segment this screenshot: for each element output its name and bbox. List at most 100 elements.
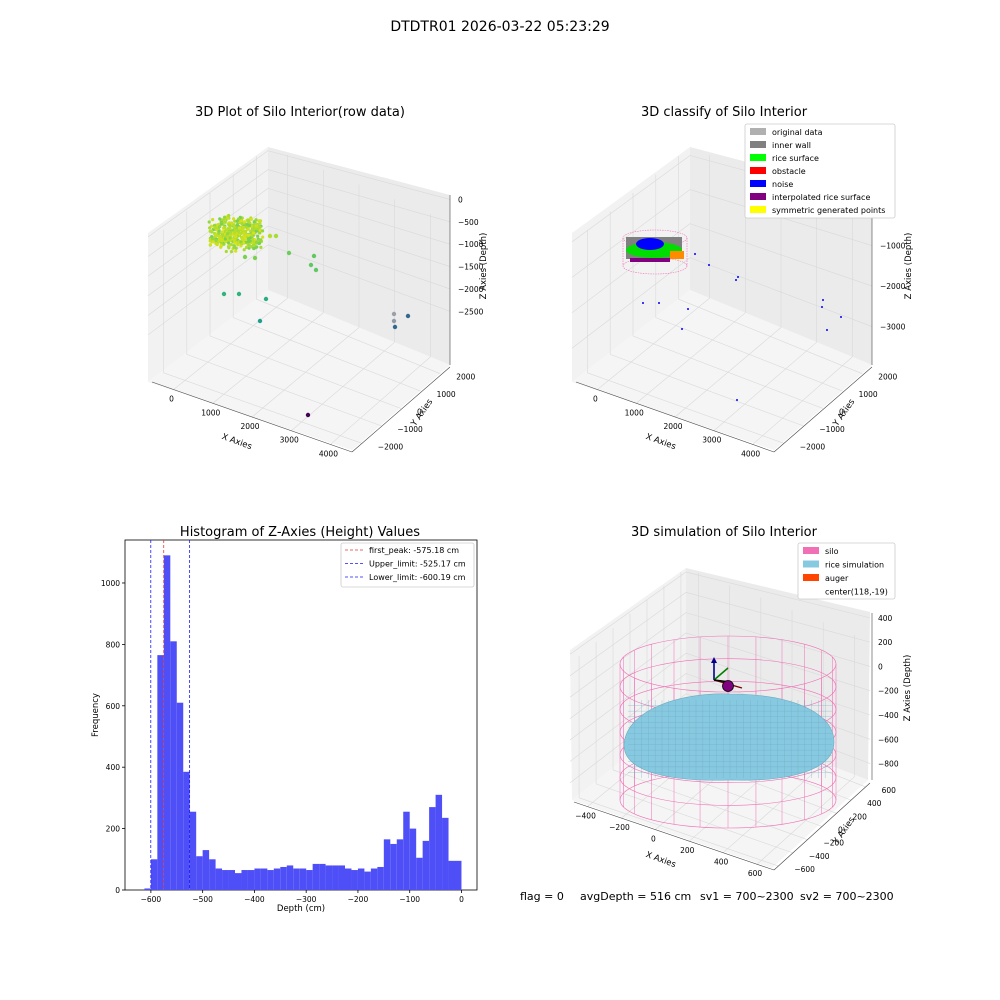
figure-suptitle: DTDTR01 2026-03-22 05:23:29 xyxy=(390,19,609,35)
raw-data-point xyxy=(228,236,232,240)
p2-ztick-label: −3000 xyxy=(880,323,906,332)
raw-data-point xyxy=(224,228,228,232)
histogram-bar xyxy=(196,856,203,890)
raw-data-point xyxy=(208,229,212,233)
raw-data-point xyxy=(249,217,254,221)
raw-data-point xyxy=(223,225,227,229)
p4-ztick-label: −600 xyxy=(878,735,899,744)
histogram-bar xyxy=(396,839,404,890)
histogram-bar xyxy=(228,870,235,890)
raw-data-point xyxy=(223,237,227,241)
raw-data-point xyxy=(232,230,237,235)
panel2-classified-points xyxy=(622,229,688,275)
raw-data-point xyxy=(231,223,236,227)
raw-data-point xyxy=(255,245,259,249)
histogram-bar xyxy=(364,871,371,890)
raw-data-point xyxy=(227,213,231,218)
histogram-bar xyxy=(189,811,197,890)
histogram-bar xyxy=(247,870,255,890)
p2-xtick-label: 3000 xyxy=(702,436,721,445)
raw-data-point xyxy=(226,231,230,235)
raw-data-point xyxy=(257,318,263,324)
legend-label: rice surface xyxy=(772,154,819,163)
raw-data-point xyxy=(258,225,262,229)
raw-data-point xyxy=(231,228,235,232)
panel2-legend: original data inner wall rice surface obsta… xyxy=(744,123,896,219)
histogram-xtick-label: −100 xyxy=(399,895,420,904)
raw-data-point xyxy=(240,242,244,246)
raw-data-point xyxy=(263,296,269,302)
legend-swatch xyxy=(803,547,819,554)
raw-data-point xyxy=(242,231,246,236)
raw-data-point xyxy=(261,235,265,239)
p2-ytick-label: 0 xyxy=(839,408,844,417)
histogram-bar xyxy=(319,863,326,890)
raw-data-point xyxy=(252,220,256,224)
raw-data-point xyxy=(241,227,245,231)
histogram-bar xyxy=(325,865,333,890)
panel4-title: 3D simulation of Silo Interior xyxy=(631,525,818,540)
raw-data-point xyxy=(229,250,234,254)
histogram-bar xyxy=(345,868,352,890)
histogram-bar xyxy=(241,870,248,890)
footer-flag: flag = 0 xyxy=(520,890,564,903)
histogram-bar xyxy=(435,794,443,890)
raw-data-point xyxy=(214,241,218,245)
raw-data-point xyxy=(251,243,256,247)
noise-point xyxy=(822,299,824,301)
p4-ytick-label: 400 xyxy=(867,799,882,808)
p1-xtick-label: 0 xyxy=(169,395,174,404)
raw-data-point xyxy=(222,242,226,246)
raw-data-point xyxy=(257,241,261,246)
histogram-bar xyxy=(163,555,171,890)
raw-data-point xyxy=(223,220,227,224)
legend-swatch xyxy=(750,128,766,135)
raw-data-point xyxy=(252,255,258,261)
histogram-xtick-label: −300 xyxy=(296,895,317,904)
legend-swatch xyxy=(803,560,819,568)
raw-data-point xyxy=(236,228,241,233)
footer-avg-depth: avgDepth = 516 cm xyxy=(580,890,691,903)
raw-data-point xyxy=(267,233,273,239)
p4-ztick-label: −200 xyxy=(878,687,899,696)
raw-data-point xyxy=(231,217,236,221)
legend-swatch xyxy=(803,574,819,581)
histogram-bar xyxy=(377,866,384,890)
histogram-xtick-label: −200 xyxy=(348,895,369,904)
noise-point xyxy=(826,329,828,331)
raw-data-point xyxy=(218,217,222,221)
p1-ztick-label: −1500 xyxy=(458,263,484,272)
noise-point xyxy=(681,328,683,330)
histogram-bar xyxy=(370,868,378,890)
raw-data-point xyxy=(308,262,314,268)
raw-data-point xyxy=(256,234,260,238)
histogram-bar xyxy=(338,865,345,890)
legend-label: Upper_limit: -525.17 cm xyxy=(369,560,466,569)
raw-data-point xyxy=(217,229,221,233)
p1-ytick-label: −2000 xyxy=(378,442,404,451)
histogram-bar xyxy=(170,641,177,890)
raw-data-point xyxy=(220,230,225,234)
legend-label: auger xyxy=(825,574,849,583)
raw-data-point xyxy=(392,324,398,330)
raw-data-point xyxy=(240,236,244,240)
p4-ytick-label: 200 xyxy=(853,812,868,821)
histogram-bar xyxy=(422,840,430,890)
panel2-xlabel: X Axies xyxy=(644,432,677,452)
raw-data-point xyxy=(221,291,227,297)
histogram-bar xyxy=(429,807,436,890)
auger-axes-icon xyxy=(711,657,743,692)
raw-data-point xyxy=(217,234,221,238)
raw-data-point xyxy=(237,226,241,230)
noise-point xyxy=(737,276,739,278)
p1-ztick-label: 0 xyxy=(458,195,463,204)
raw-data-point xyxy=(226,241,231,245)
p2-ytick-label: 2000 xyxy=(878,373,897,382)
raw-data-point xyxy=(239,219,243,223)
raw-data-point xyxy=(252,231,256,235)
legend-swatch xyxy=(750,154,766,161)
panel1-xlabel: X Axies xyxy=(220,432,253,452)
histogram-bar xyxy=(383,839,391,890)
panel4-ylabel: Y Axies xyxy=(831,815,858,847)
raw-data-point xyxy=(247,223,252,227)
